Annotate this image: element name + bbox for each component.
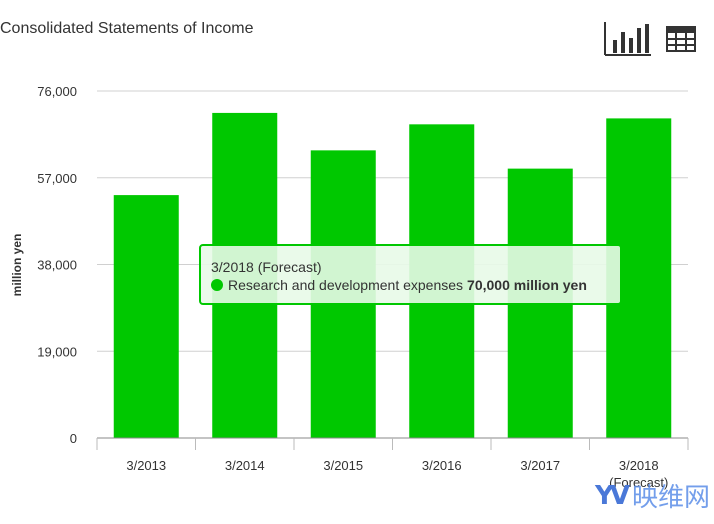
y-tick-label: 76,000 [37, 84, 77, 99]
x-tick-label: 3/2015 [323, 458, 363, 473]
tooltip-series-label: Research and development expenses [228, 277, 464, 293]
y-tick-label: 0 [70, 431, 77, 446]
watermark-logo: YV [595, 480, 630, 511]
tooltip-header: 3/2018 (Forecast) [211, 259, 322, 275]
x-tick-label: 3/2018 (Forecast) [609, 458, 668, 490]
y-tick-label: 57,000 [37, 171, 77, 186]
chart-title: Consolidated Statements of Income [0, 20, 254, 37]
watermark: YV 映维网 [595, 477, 710, 514]
bar[interactable] [113, 195, 179, 438]
watermark-text: 映维网 [631, 483, 710, 513]
tooltip: 3/2018 (Forecast) Research and developme… [199, 244, 622, 305]
x-tick-label: 3/2014 [225, 458, 265, 473]
series-marker-dot [211, 279, 223, 291]
y-axis-label: million yen [10, 234, 24, 297]
table-grid-icon[interactable] [666, 26, 696, 57]
x-tick-label: 3/2013 [126, 458, 166, 473]
tooltip-value: 70,000 million yen [467, 277, 587, 293]
x-tick-label: 3/2017 [520, 458, 560, 473]
bar-chart-icon[interactable] [603, 20, 653, 63]
y-tick-label: 38,000 [37, 258, 77, 273]
x-tick-label: 3/2016 [422, 458, 462, 473]
y-tick-label: 19,000 [37, 344, 77, 359]
